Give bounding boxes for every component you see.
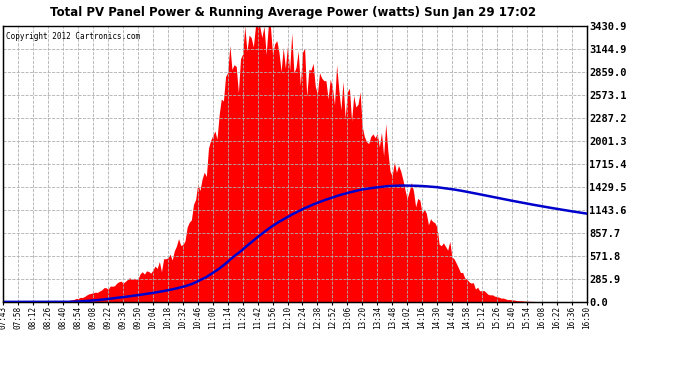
Text: Copyright 2012 Cartronics.com: Copyright 2012 Cartronics.com — [6, 32, 141, 41]
Text: Total PV Panel Power & Running Average Power (watts) Sun Jan 29 17:02: Total PV Panel Power & Running Average P… — [50, 6, 536, 19]
